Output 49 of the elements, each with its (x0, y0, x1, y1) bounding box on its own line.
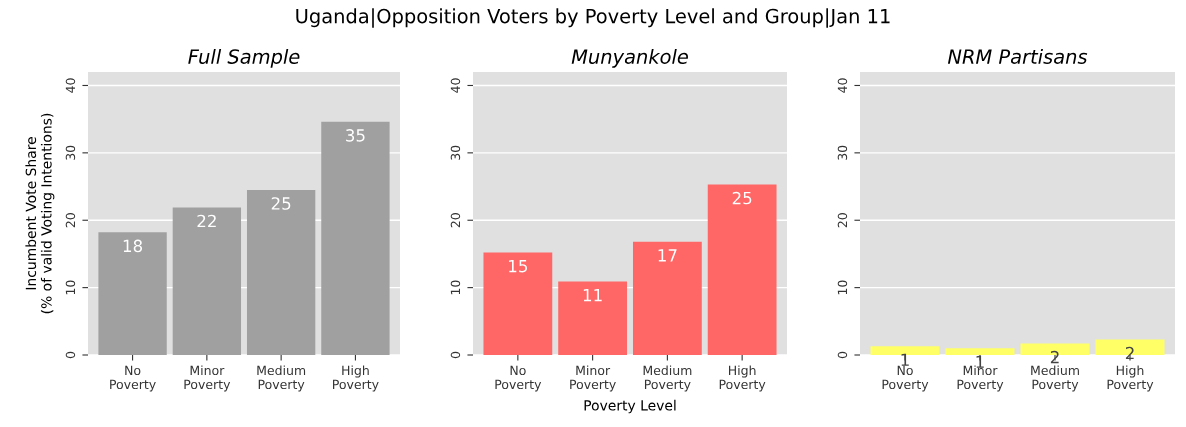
chart-title: Munyankole (571, 48, 688, 68)
y-tick-label: 20 (65, 213, 76, 228)
x-axis-title: Poverty Level (584, 399, 676, 414)
y-tick-label: 0 (450, 351, 461, 359)
data-label: 22 (197, 214, 216, 228)
data-label: 15 (509, 260, 528, 273)
data-label: 18 (123, 239, 143, 253)
x-tick-label: High Poverty (333, 365, 379, 392)
x-tick-label: High Poverty (719, 365, 766, 392)
bar (98, 232, 167, 355)
data-label: 25 (732, 191, 752, 205)
bar (632, 241, 702, 355)
data-label: 11 (583, 289, 602, 302)
y-tick-label: 20 (450, 213, 461, 228)
y-axis-title: Incumbent Vote Share (% of valid Voting Intentions) (25, 113, 55, 314)
x-tick-label: Medium Poverty (643, 365, 692, 392)
y-tick-label: 30 (65, 145, 76, 160)
y-tick-label: 40 (837, 78, 848, 93)
y-tick-label: 10 (837, 280, 848, 295)
text: Uganda|Opposition Voters by Poverty Level and Group|Jan 11 (296, 8, 890, 28)
x-tick-label: No Poverty (110, 365, 156, 392)
y-tick-label: 0 (837, 351, 848, 359)
data-label: 25 (271, 197, 291, 210)
x-tick-label: No Poverty (882, 365, 929, 392)
x-tick-label: High Poverty (1107, 365, 1154, 392)
bar (558, 281, 628, 355)
y-tick-label: 10 (65, 280, 76, 295)
y-tick-label: 20 (837, 213, 848, 228)
bar (483, 252, 553, 355)
y-tick-label: 10 (450, 280, 461, 295)
chart-title: Full Sample (188, 48, 300, 68)
y-tick-label: 30 (837, 145, 848, 160)
bar (172, 207, 242, 355)
chart-title: NRM Partisans (947, 48, 1088, 64)
data-label: 1 (901, 353, 909, 366)
y-tick-label: 40 (65, 78, 76, 93)
bar (707, 184, 777, 355)
x-tick-label: Medium Poverty (1031, 365, 1079, 392)
x-tick-label: No Poverty (495, 365, 542, 392)
data-label: 17 (658, 249, 677, 262)
y-tick-label: 40 (450, 78, 461, 93)
bar (321, 121, 390, 355)
x-tick-label: Minor Poverty (184, 365, 231, 392)
x-tick-label: Medium Poverty (257, 365, 306, 392)
x-tick-label: Minor Poverty (570, 365, 616, 392)
y-tick-label: 30 (450, 145, 461, 160)
bar (246, 189, 316, 355)
y-tick-label: 0 (65, 351, 76, 359)
data-label: 35 (346, 129, 365, 142)
